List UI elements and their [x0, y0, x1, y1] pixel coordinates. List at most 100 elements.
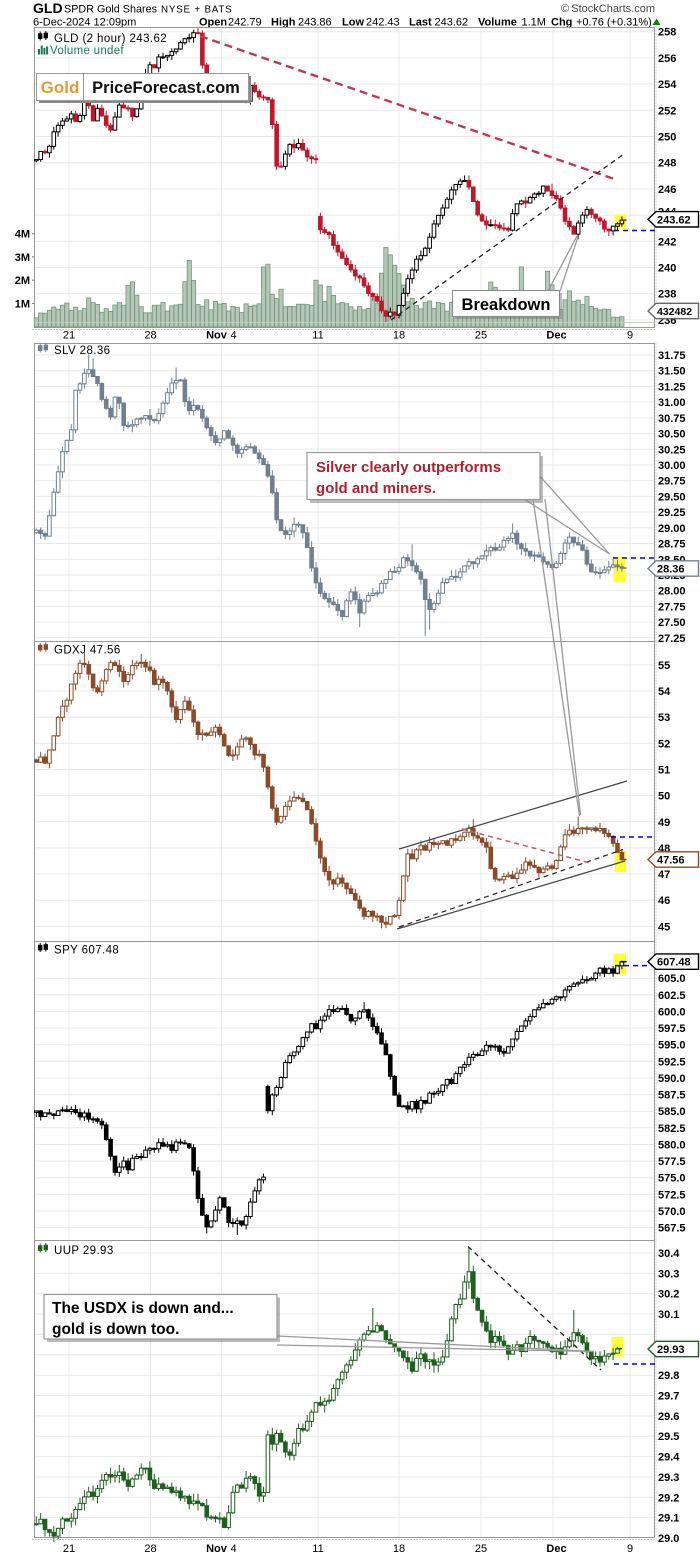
svg-text:580.0: 580.0 [658, 1140, 686, 1152]
svg-text:28.00: 28.00 [658, 586, 686, 598]
svg-text:53: 53 [658, 712, 670, 724]
svg-text:256: 256 [658, 53, 676, 65]
svg-text:Breakdown: Breakdown [462, 296, 551, 314]
svg-text:29.0: 29.0 [658, 1533, 679, 1545]
svg-text:Nov: Nov [206, 330, 228, 342]
svg-text:582.5: 582.5 [658, 1123, 686, 1135]
svg-text:246: 246 [658, 184, 676, 196]
svg-text:47.56: 47.56 [657, 855, 685, 867]
svg-text:31.00: 31.00 [658, 397, 686, 409]
svg-text:47: 47 [658, 869, 670, 881]
svg-text:242.79: 242.79 [228, 17, 262, 29]
svg-text:gold and miners.: gold and miners. [316, 480, 436, 497]
svg-text:52: 52 [658, 738, 670, 750]
svg-text:602.5: 602.5 [658, 990, 686, 1002]
svg-text:27.25: 27.25 [658, 633, 686, 645]
svg-text:242: 242 [658, 236, 676, 248]
svg-text:575.0: 575.0 [658, 1173, 686, 1185]
svg-text:High: High [271, 17, 296, 29]
svg-text:30.1: 30.1 [658, 1309, 679, 1321]
svg-text:21: 21 [63, 330, 75, 342]
svg-text:595.0: 595.0 [658, 1040, 686, 1052]
svg-text:45: 45 [658, 921, 670, 933]
svg-text:Chg: Chg [551, 17, 572, 29]
svg-text:29.8: 29.8 [658, 1370, 679, 1382]
svg-text:Open: Open [199, 17, 227, 29]
svg-text:572.5: 572.5 [658, 1189, 686, 1201]
svg-text:592.5: 592.5 [658, 1056, 686, 1068]
svg-text:54: 54 [658, 686, 671, 698]
svg-text:4: 4 [230, 330, 236, 342]
svg-text:28.75: 28.75 [658, 539, 686, 551]
svg-text:Last: Last [409, 17, 432, 29]
svg-text:+0.76 (+0.31%): +0.76 (+0.31%) [576, 17, 652, 29]
svg-text:31.75: 31.75 [658, 350, 686, 362]
svg-text:11: 11 [312, 330, 323, 342]
svg-text:250: 250 [658, 132, 676, 144]
svg-text:585.0: 585.0 [658, 1106, 686, 1118]
svg-text:GLD: GLD [33, 0, 63, 16]
svg-text:GDXJ 47.56: GDXJ 47.56 [54, 645, 121, 657]
svg-text:243.86: 243.86 [298, 17, 332, 29]
svg-text:4M: 4M [15, 229, 30, 241]
svg-text:Low: Low [342, 17, 364, 29]
svg-text:30.3: 30.3 [658, 1268, 679, 1280]
svg-text:2M: 2M [15, 275, 30, 287]
svg-text:46: 46 [658, 895, 670, 907]
svg-text:GLD (2 hour) 243.62: GLD (2 hour) 243.62 [54, 33, 167, 45]
svg-text:50: 50 [658, 791, 670, 803]
svg-text:28: 28 [144, 1543, 156, 1555]
svg-text:21: 21 [63, 1543, 75, 1555]
svg-text:49: 49 [658, 817, 670, 829]
svg-text:9: 9 [627, 330, 633, 342]
svg-text:SPDR Gold Shares: SPDR Gold Shares [64, 4, 158, 16]
svg-text:4: 4 [230, 1543, 236, 1555]
svg-text:258: 258 [658, 27, 676, 39]
svg-text:240: 240 [658, 263, 676, 275]
svg-text:29.75: 29.75 [658, 476, 686, 488]
svg-text:254: 254 [658, 79, 677, 91]
svg-text:3M: 3M [15, 252, 30, 264]
svg-text:570.0: 570.0 [658, 1206, 686, 1218]
svg-text:30.00: 30.00 [658, 460, 686, 472]
svg-text:gold is down too.: gold is down too. [52, 1321, 179, 1338]
svg-text:432482: 432482 [657, 306, 692, 318]
svg-text:UUP 29.93: UUP 29.93 [54, 1245, 114, 1257]
svg-text:1M: 1M [15, 298, 30, 310]
svg-text:Dec: Dec [546, 1543, 566, 1555]
svg-text:590.0: 590.0 [658, 1073, 686, 1085]
svg-text:29.00: 29.00 [658, 523, 686, 535]
svg-text:9: 9 [627, 1543, 633, 1555]
svg-text:29.2: 29.2 [658, 1492, 679, 1504]
svg-text:Nov: Nov [206, 1543, 228, 1555]
svg-text:Gold: Gold [41, 78, 80, 97]
svg-text:577.5: 577.5 [658, 1156, 686, 1168]
svg-text:29.1: 29.1 [658, 1513, 679, 1525]
svg-text:25: 25 [475, 1543, 487, 1555]
svg-text:29.7: 29.7 [658, 1391, 679, 1403]
svg-text:SPY 607.48: SPY 607.48 [54, 945, 119, 957]
svg-text:30.25: 30.25 [658, 444, 686, 456]
svg-text:238: 238 [658, 289, 676, 301]
svg-text:607.48: 607.48 [657, 957, 691, 969]
svg-text:252: 252 [658, 105, 676, 117]
svg-text:29.6: 29.6 [658, 1411, 679, 1423]
svg-text:51: 51 [658, 765, 670, 777]
svg-text:25: 25 [475, 330, 487, 342]
svg-text:243.62: 243.62 [435, 17, 469, 29]
svg-text:Dec: Dec [546, 330, 566, 342]
svg-text:30.2: 30.2 [658, 1289, 679, 1301]
svg-text:© StockCharts.com: © StockCharts.com [561, 3, 655, 15]
svg-text:567.5: 567.5 [658, 1223, 686, 1235]
svg-text:The USDX is down and...: The USDX is down and... [52, 1300, 234, 1317]
svg-text:29.4: 29.4 [658, 1452, 680, 1464]
svg-text:18: 18 [393, 1543, 405, 1555]
svg-text:27.75: 27.75 [658, 601, 686, 613]
svg-text:248: 248 [658, 158, 676, 170]
svg-text:11: 11 [312, 1543, 323, 1555]
svg-text:PriceForecast.com: PriceForecast.com [92, 79, 240, 97]
svg-text:18: 18 [393, 330, 405, 342]
svg-text:Silver clearly outperforms: Silver clearly outperforms [316, 459, 501, 476]
svg-text:30.50: 30.50 [658, 429, 686, 441]
svg-text:29.50: 29.50 [658, 491, 686, 503]
